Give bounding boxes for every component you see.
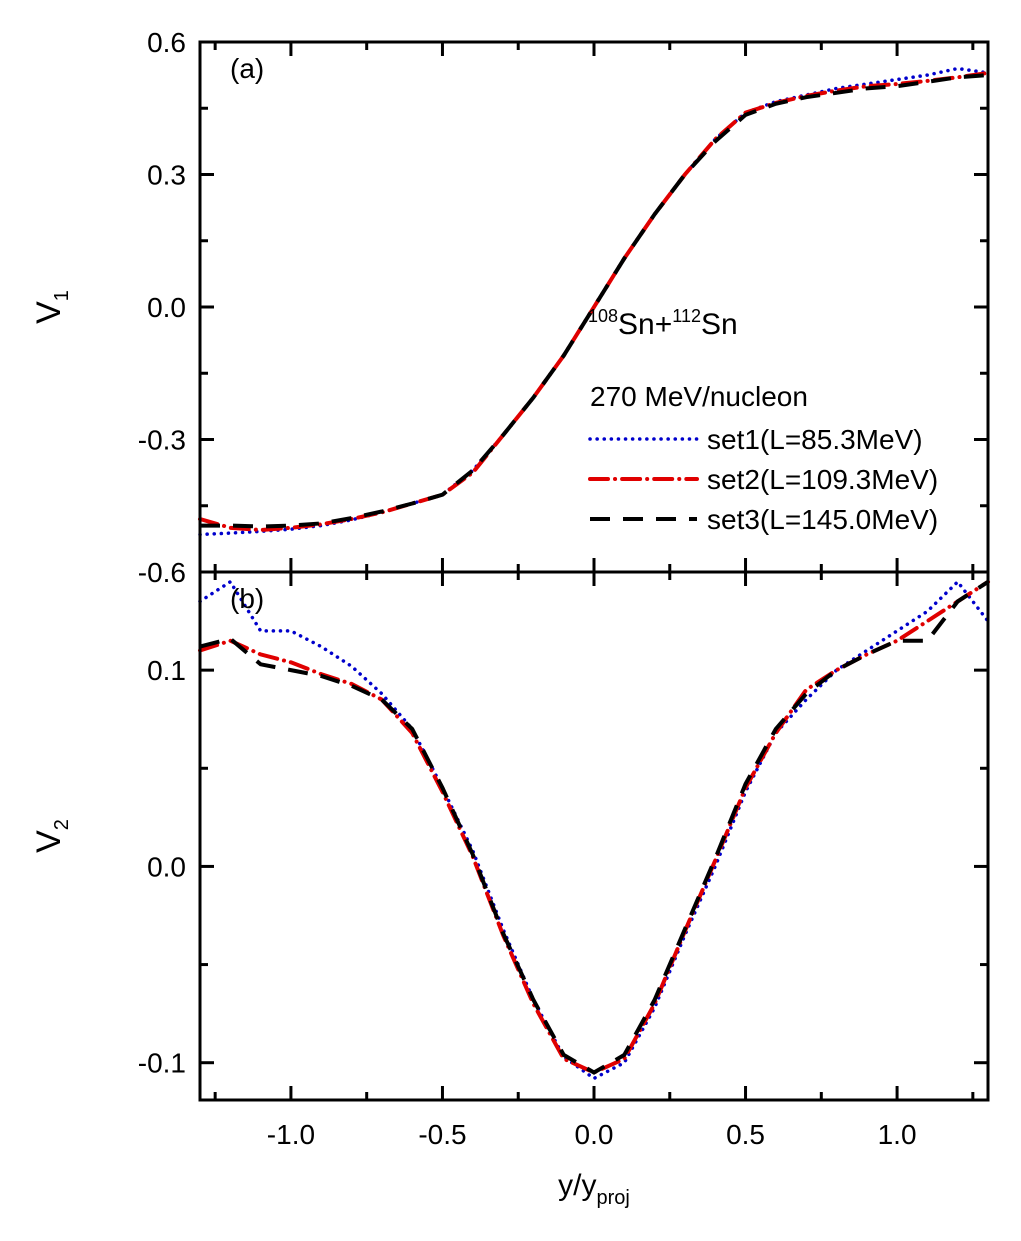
plot-frame bbox=[198, 570, 990, 1102]
series-line-set3 bbox=[199, 580, 990, 1075]
y-tick-label: 0.0 bbox=[147, 851, 186, 882]
legend-label-set2: set2(L=109.3MeV) bbox=[707, 464, 938, 495]
x-tick-label: 0.5 bbox=[726, 1119, 765, 1150]
y-axis-label: V1 bbox=[30, 290, 73, 324]
legend-label-set3: set3(L=145.0MeV) bbox=[707, 504, 938, 535]
reaction-label-part: 108 bbox=[588, 306, 618, 326]
panel-label: (a) bbox=[230, 53, 264, 84]
reaction-label-part: Sn bbox=[701, 308, 738, 341]
series-line-set2 bbox=[198, 70, 990, 533]
x-tick-label: 1.0 bbox=[878, 1119, 917, 1150]
series-line-set2 bbox=[198, 579, 990, 1075]
panel-a: -0.6 -0.3 0.0 0.3 0.6 (a) V1 108Sn+112Sn 270 MeV… bbox=[30, 27, 990, 588]
y-tick-label: 0.6 bbox=[147, 27, 186, 58]
panel-b: -0.1 0.0 0.1 -1.0 -0.5 0.0 0.5 1.0 (b) V2 y/yproj bbox=[30, 570, 990, 1209]
y-axis-label-sub: 2 bbox=[51, 819, 73, 830]
x-tick-label: -1.0 bbox=[267, 1119, 315, 1150]
legend-label-set1: set1(L=85.3MeV) bbox=[707, 424, 923, 455]
reaction-label: 108Sn+112Sn bbox=[588, 306, 738, 341]
series-line-set3 bbox=[200, 73, 989, 529]
y-tick-label: 0.1 bbox=[147, 655, 186, 686]
y-axis-label-main: V bbox=[30, 301, 68, 324]
legend: set1(L=85.3MeV) set2(L=109.3MeV) set3(L=14… bbox=[588, 424, 938, 535]
y-tick-label: 0.3 bbox=[147, 160, 186, 191]
x-tick-label: -0.5 bbox=[418, 1119, 466, 1150]
reaction-label-part: Sn+ bbox=[618, 308, 672, 341]
energy-label: 270 MeV/nucleon bbox=[590, 381, 808, 412]
y-tick-label: -0.1 bbox=[138, 1048, 186, 1079]
y-axis-label-sub: 1 bbox=[51, 290, 73, 301]
x-axis-label-main: y/y bbox=[558, 1169, 596, 1202]
x-axis-label: y/yproj bbox=[558, 1169, 630, 1209]
y-axis-label-main: V bbox=[30, 830, 68, 853]
y-tick-label: -0.6 bbox=[138, 557, 186, 588]
series-line-set1 bbox=[198, 579, 990, 1081]
y-axis-label: V2 bbox=[30, 819, 73, 853]
x-axis-label-sub: proj bbox=[596, 1187, 629, 1209]
y-tick-label: 0.0 bbox=[147, 292, 186, 323]
x-tick-label: 0.0 bbox=[575, 1119, 614, 1150]
y-tick-label: -0.3 bbox=[138, 425, 186, 456]
panel-label: (b) bbox=[230, 583, 264, 614]
reaction-label-part: 112 bbox=[672, 306, 701, 326]
